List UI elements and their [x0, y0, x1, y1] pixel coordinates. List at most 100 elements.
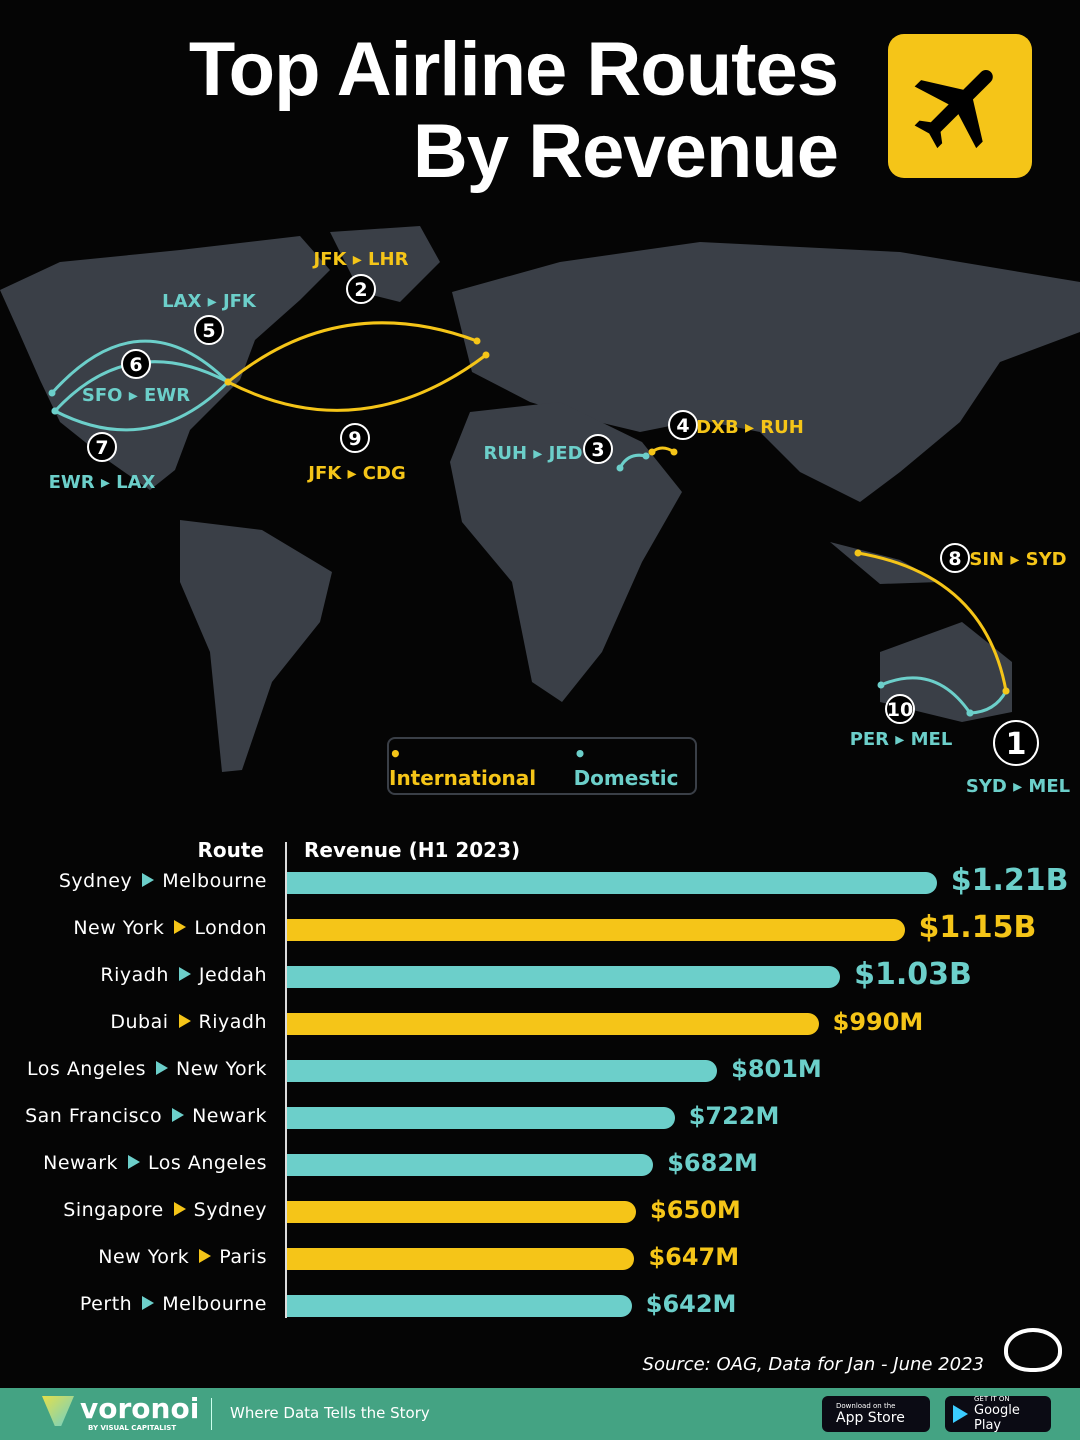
route-header: Route	[197, 838, 264, 862]
legend-domestic: • Domestic	[573, 742, 679, 790]
brand-name: voronoi	[80, 1392, 200, 1425]
airport-dot	[648, 448, 656, 456]
rank-badge-3	[583, 434, 613, 464]
value-label: $722M	[688, 1102, 780, 1130]
value-label: $801M	[731, 1055, 822, 1083]
title-line-1: Top Airline Routes	[188, 27, 839, 112]
revenue-bar	[287, 1107, 675, 1129]
app-store-button[interactable]: Download on the App Store	[822, 1396, 930, 1432]
origin-city: Sydney	[58, 870, 133, 892]
route-arc-7	[54, 380, 230, 432]
destination-city: Melbourne	[162, 1293, 267, 1315]
rank-number: 4	[676, 415, 689, 437]
origin-city: Singapore	[63, 1199, 164, 1221]
route-code-label: EWR ▸ LAX	[49, 472, 156, 493]
visual-capitalist-logo	[1004, 1328, 1062, 1372]
origin-city: Riyadh	[100, 964, 169, 986]
revenue-bar	[287, 1013, 819, 1035]
origin-city: Newark	[43, 1152, 119, 1174]
title-line-2: By Revenue	[412, 109, 839, 194]
destination-city: Sydney	[193, 1199, 267, 1221]
rank-number: 5	[202, 320, 215, 342]
landmass-indonesia	[830, 542, 940, 584]
route-label: Sydney Melbourne	[59, 870, 267, 892]
arrow-icon	[199, 1249, 212, 1263]
google-play-label: Google Play	[974, 1403, 1020, 1433]
google-play-small: GET IT ON	[974, 1395, 1010, 1403]
rank-number: 9	[348, 428, 361, 450]
tagline: Where Data Tells the Story	[230, 1404, 430, 1422]
airport-dot	[642, 452, 650, 460]
route-label: Newark Los Angeles	[43, 1152, 267, 1174]
brand-sub: BY VISUAL CAPITALIST	[88, 1424, 177, 1432]
destination-city: Riyadh	[198, 1011, 267, 1033]
route-code-label: JFK ▸ LHR	[312, 249, 409, 270]
google-play-button[interactable]: GET IT ON Google Play	[945, 1395, 1051, 1433]
airport-dot	[48, 389, 56, 397]
rank-number: 10	[887, 699, 913, 721]
route-label: Riyadh Jeddah	[100, 964, 267, 986]
revenue-bar	[287, 919, 905, 941]
destination-city: New York	[175, 1058, 267, 1080]
landmass-south-america	[180, 520, 332, 772]
airport-dot	[473, 337, 481, 345]
world-map: 1 SYD ▸ MEL 2 JFK ▸ LHR 3 RUH ▸ JED 4 DXB ▸ RUH…	[0, 226, 1080, 797]
route-code-label: SFO ▸ EWR	[82, 385, 190, 406]
destination-city: London	[194, 917, 267, 939]
destination-city: Melbourne	[162, 870, 267, 892]
route-code-label: RUH ▸ JED	[483, 443, 582, 464]
destination-city: Los Angeles	[148, 1152, 267, 1174]
revenue-header: Revenue (H1 2023)	[304, 838, 521, 862]
rank-badge-9	[340, 423, 370, 453]
destination-city: Jeddah	[198, 964, 267, 986]
origin-city: Perth	[79, 1293, 133, 1315]
airport-dot	[616, 464, 624, 472]
route-arc-8	[857, 551, 1008, 692]
app-store-small: Download on the	[836, 1402, 896, 1410]
value-label: $650M	[650, 1196, 741, 1224]
value-label: $1.03B	[854, 957, 972, 992]
route-code-label: PER ▸ MEL	[850, 729, 953, 750]
value-label: $990M	[832, 1008, 924, 1036]
route-code-label: SYD ▸ MEL	[966, 776, 1070, 797]
origin-city: San Francisco	[25, 1105, 163, 1127]
legend-international-label: International	[389, 766, 537, 790]
route-code-label: JFK ▸ CDG	[306, 463, 405, 484]
origin-city: New York	[73, 917, 165, 939]
rank-number: 7	[95, 437, 108, 459]
rank-badge-5	[194, 315, 224, 345]
rank-badge-7	[87, 432, 117, 462]
legend-international: • International	[389, 742, 537, 790]
revenue-bar	[287, 872, 937, 894]
map-legend: • International • Domestic	[387, 737, 697, 795]
arrow-icon	[173, 1202, 186, 1216]
route-label: New York London	[73, 917, 267, 939]
rank-number: 1	[1006, 727, 1027, 762]
airport-dot	[51, 407, 59, 415]
route-code-label: DXB ▸ RUH	[696, 417, 804, 438]
rank-number: 3	[591, 439, 604, 461]
revenue-bar	[287, 1154, 654, 1176]
arrow-icon	[128, 1155, 141, 1169]
app-store-label: App Store	[836, 1410, 905, 1426]
revenue-bar	[287, 1248, 635, 1270]
route-arc-1	[969, 690, 1008, 715]
rank-badge-10	[885, 694, 915, 724]
airport-dot	[877, 681, 885, 689]
value-label: $1.15B	[918, 910, 1037, 945]
rank-badge-1	[993, 720, 1039, 766]
arrow-icon	[172, 1108, 185, 1122]
rank-number: 8	[948, 548, 961, 570]
airport-dot	[1002, 687, 1010, 695]
origin-city: Los Angeles	[27, 1058, 146, 1080]
arrow-icon	[142, 873, 155, 887]
airport-dot	[224, 378, 232, 386]
route-label: Perth Melbourne	[80, 1293, 267, 1315]
rank-badge-6	[121, 349, 151, 379]
source-note: Source: OAG, Data for Jan - June 2023	[642, 1354, 984, 1375]
play-icon	[953, 1405, 968, 1423]
legend-domestic-label: Domestic	[573, 766, 679, 790]
airport-dot	[670, 448, 678, 456]
arrow-icon	[142, 1296, 155, 1310]
